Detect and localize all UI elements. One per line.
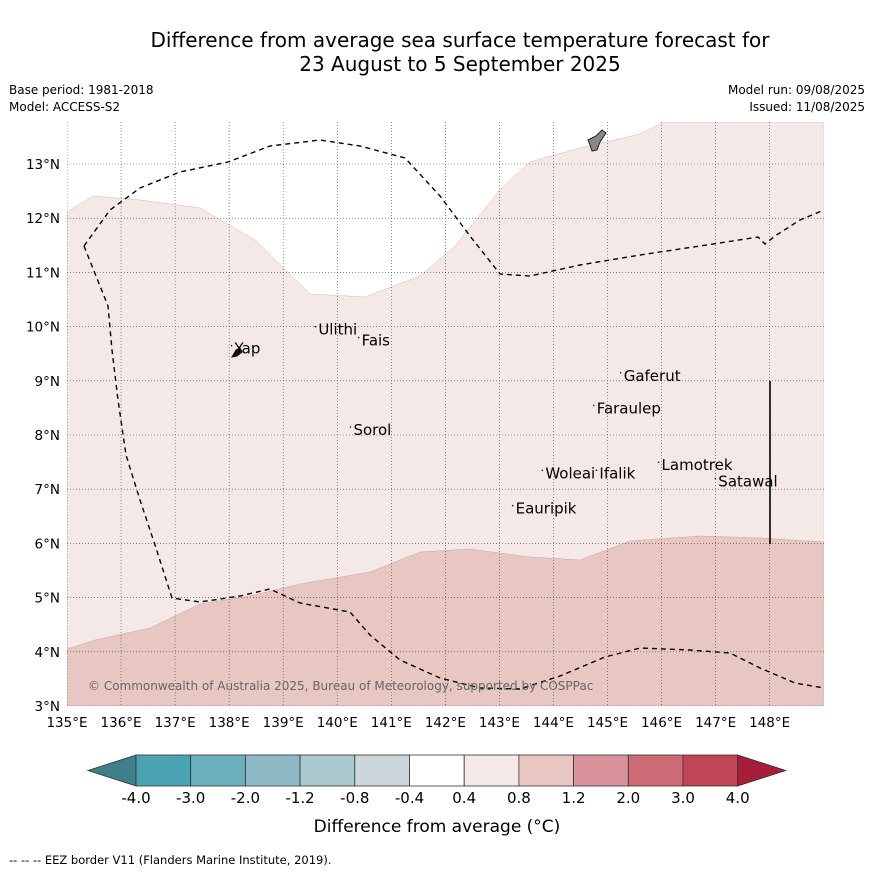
map-area: Yap Ulithi Fais Gaferut Faraulep Sorol Lamotre… — [67, 122, 824, 706]
lon-tick-label: 139°E — [263, 715, 304, 731]
model-run: Model run: 09/08/2025 — [727, 83, 865, 97]
place-label-satawal: Satawal — [718, 472, 777, 490]
lat-tick-label: 10°N — [26, 320, 60, 336]
place-label-gaferut: Gaferut — [624, 367, 681, 385]
model-name: Model: ACCESS-S2 — [9, 100, 121, 114]
yap-island — [231, 347, 243, 358]
lat-tick-label: 3°N — [35, 699, 60, 715]
colorbar-tick-label: -4.0 — [121, 789, 150, 807]
colorbar-segment — [190, 754, 246, 787]
place-label-ifalik: Ifalik — [599, 464, 635, 482]
place-marker — [657, 461, 660, 464]
lon-tick-label: 142°E — [425, 715, 466, 731]
colorbar-tick-label: -3.0 — [176, 789, 205, 807]
colorbar-tick-label: 2.0 — [616, 789, 640, 807]
map-title: Difference from average sea surface temp… — [60, 28, 860, 76]
title-line-2: 23 August to 5 September 2025 — [299, 52, 621, 76]
colorbar-tick-label: -0.4 — [395, 789, 424, 807]
lon-tick-label: 135°E — [46, 715, 87, 731]
colorbar-arrow-right — [737, 754, 788, 787]
colorbar-title: Difference from average (°C) — [314, 817, 561, 837]
place-marker — [541, 469, 544, 472]
lon-tick-label: 143°E — [479, 715, 520, 731]
colorbar-segment — [573, 754, 629, 787]
place-marker — [511, 504, 514, 507]
lat-tick-label: 4°N — [35, 645, 60, 661]
place-marker — [714, 477, 717, 480]
colorbar-segment — [244, 754, 301, 787]
colorbar-tick-label: 0.8 — [507, 789, 531, 807]
place-label-lamotrek: Lamotrek — [662, 456, 733, 474]
colorbar-tick-label: 3.0 — [671, 789, 695, 807]
meta-right: Model run: 09/08/2025 Issued: 11/08/2025 — [728, 82, 865, 116]
place-label-eauripik: Eauripik — [516, 500, 577, 518]
lat-tick-label: 6°N — [35, 536, 60, 552]
colorbar-segment — [682, 754, 739, 787]
colorbar-tick-label: -1.2 — [285, 789, 314, 807]
place-marker — [357, 336, 360, 339]
lon-tick-label: 147°E — [695, 715, 736, 731]
colorbar — [86, 754, 788, 787]
colorbar-tick-label: 4.0 — [726, 789, 750, 807]
lon-tick-label: 138°E — [209, 715, 250, 731]
lon-tick-label: 140°E — [317, 715, 358, 731]
lat-tick-label: 9°N — [35, 374, 60, 390]
colorbar-segment — [354, 754, 410, 787]
copyright-text: © Commonwealth of Australia 2025, Bureau… — [88, 679, 593, 693]
colorbar-segment — [518, 754, 575, 787]
place-labels: Yap Ulithi Fais Gaferut Faraulep Sorol Lamotre… — [230, 321, 778, 518]
place-marker — [592, 404, 595, 407]
lon-tick-label: 146°E — [641, 715, 682, 731]
colorbar-segment — [299, 754, 356, 787]
colorbar-segment — [627, 754, 684, 787]
colorbar-segment — [463, 754, 520, 787]
colorbar-tick-label: -2.0 — [231, 789, 260, 807]
colorbar-segment — [409, 754, 465, 787]
colorbar-segment — [135, 754, 192, 787]
place-marker — [230, 344, 233, 347]
place-marker — [595, 469, 598, 472]
place-marker — [619, 372, 622, 374]
lon-tick-label: 148°E — [749, 715, 790, 731]
place-label-fais: Fais — [362, 332, 391, 350]
colorbar-arrow-left — [86, 754, 137, 787]
lon-tick-label: 144°E — [533, 715, 574, 731]
place-label-sorol: Sorol — [353, 421, 391, 439]
latitude-tick-labels: 3°N 4°N 5°N 6°N 7°N 8°N 9°N 10°N 11°N 12°N 13°N — [26, 157, 60, 715]
issued-date: Issued: 11/08/2025 — [749, 100, 865, 114]
lat-tick-label: 13°N — [26, 157, 60, 173]
lat-tick-label: 5°N — [35, 591, 60, 607]
lon-tick-label: 136°E — [101, 715, 142, 731]
colorbar-tick-label: 1.2 — [562, 789, 586, 807]
place-marker — [314, 325, 317, 328]
lat-tick-label: 11°N — [26, 265, 60, 281]
lon-tick-label: 137°E — [155, 715, 196, 731]
colorbar-tick-label: 0.4 — [452, 789, 476, 807]
base-period: Base period: 1981-2018 — [9, 83, 154, 97]
eez-boundary-north — [83, 139, 824, 277]
lon-tick-label: 141°E — [371, 715, 412, 731]
lat-tick-label: 8°N — [35, 428, 60, 444]
guam-island — [587, 129, 607, 152]
title-line-1: Difference from average sea surface temp… — [150, 28, 770, 52]
lat-tick-label: 7°N — [35, 482, 60, 498]
meta-left: Base period: 1981-2018 Model: ACCESS-S2 — [9, 82, 154, 116]
eez-footnote: -- -- -- EEZ border V11 (Flanders Marine… — [9, 853, 332, 867]
place-label-ulithi: Ulithi — [318, 321, 357, 339]
grid-lines — [67, 122, 824, 706]
longitude-tick-labels: 135°E 136°E 137°E 138°E 139°E 140°E 141°E 142°E… — [46, 715, 790, 731]
place-label-faraulep: Faraulep — [597, 399, 661, 417]
lat-tick-label: 12°N — [26, 211, 60, 227]
colorbar-tick-label: -0.8 — [340, 789, 369, 807]
lon-tick-label: 145°E — [587, 715, 628, 731]
place-marker — [349, 426, 352, 428]
place-label-woleai: Woleai — [545, 464, 595, 482]
eez-boundary — [83, 245, 824, 690]
place-label-yap: Yap — [234, 340, 261, 358]
colorbar-labels: -4.0 -3.0 -2.0 -1.2 -0.8 -0.4 0.4 0.8 1.2 2.0 3.0 4… — [121, 789, 749, 807]
